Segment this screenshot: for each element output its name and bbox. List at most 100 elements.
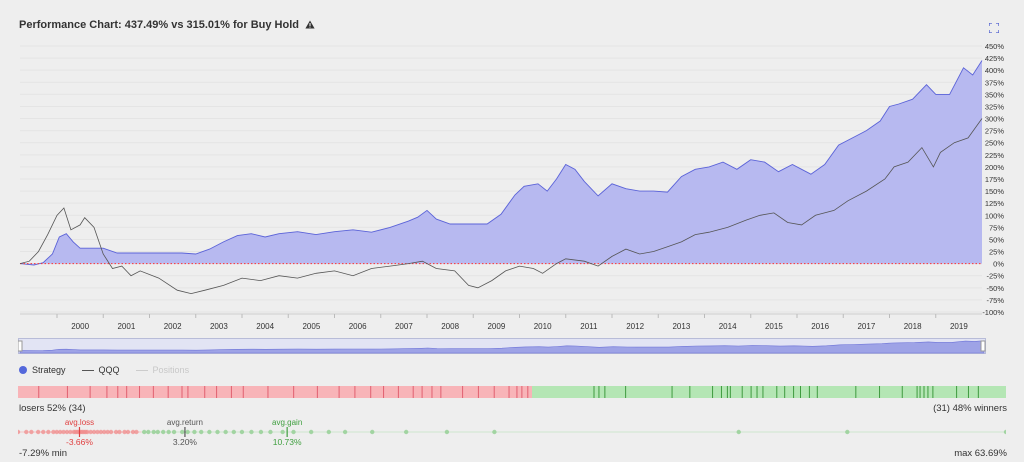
avg-loss-label: avg.loss — [65, 418, 94, 427]
range-navigator[interactable] — [18, 338, 986, 358]
loss-return-dot — [51, 429, 56, 435]
loss-return-dot — [125, 429, 131, 435]
x-tick-label: 2006 — [349, 322, 367, 331]
min-return-label: -7.29% min — [19, 448, 68, 459]
return-distribution: avg.loss -3.66% avg.return 3.20% avg.gain 10.… — [18, 418, 1006, 447]
loss-return-dot — [105, 429, 110, 435]
x-tick-label: 2001 — [117, 322, 135, 331]
gain-return-dot — [180, 429, 185, 435]
x-tick-label: 2010 — [534, 322, 552, 331]
winners-summary: (31) 48% winners — [933, 403, 1007, 414]
y-tick-label: 350% — [985, 90, 1005, 99]
x-tick-label: 2000 — [71, 322, 89, 331]
gain-return-dot — [161, 429, 166, 435]
chart-title-text: Performance Chart: 437.49% vs 315.01% fo… — [19, 19, 300, 31]
x-tick-label: 2002 — [164, 322, 182, 331]
gain-return-dot — [326, 429, 332, 435]
loss-return-dot — [68, 429, 73, 435]
x-tick-label: 2012 — [626, 322, 644, 331]
chart-title: Performance Chart: 437.49% vs 315.01% fo… — [19, 19, 315, 31]
losers-segment — [18, 386, 532, 398]
gain-return-dot — [166, 429, 171, 435]
gain-return-dot — [736, 429, 741, 435]
gain-return-dot — [845, 429, 850, 435]
filled-circle-icon — [19, 366, 27, 374]
expand-icon[interactable] — [989, 23, 999, 33]
y-tick-label: -75% — [986, 296, 1004, 305]
x-tick-label: 2011 — [580, 322, 598, 331]
line-icon — [135, 369, 148, 371]
loss-return-dot — [18, 429, 21, 435]
y-tick-label: 25% — [989, 248, 1004, 257]
y-tick-label: 200% — [985, 163, 1005, 172]
y-tick-label: 450% — [985, 42, 1005, 51]
loss-return-dot — [35, 429, 41, 435]
avg-gain-label: avg.gain — [272, 418, 302, 427]
strategy-area — [20, 60, 982, 266]
gain-return-dot — [249, 429, 254, 435]
performance-chart[interactable]: 450% 425% 400% 375% 350% 325% 300% 275% 250% 225%… — [0, 36, 1024, 338]
gain-return-dot — [280, 429, 285, 435]
legend-item-strategy[interactable]: Strategy — [19, 365, 66, 375]
gain-return-dot — [342, 429, 348, 435]
y-tick-label: -50% — [986, 284, 1004, 293]
navigator-handle-right — [980, 340, 986, 352]
gain-return-dot — [444, 429, 450, 435]
x-tick-label: 2004 — [256, 322, 274, 331]
y-tick-label: 0% — [993, 260, 1004, 269]
y-tick-label: 75% — [989, 223, 1004, 232]
legend-label-qqq: QQQ — [98, 365, 120, 375]
gain-return-dot — [151, 429, 156, 435]
loss-return-dot — [108, 429, 114, 435]
loss-return-dot — [54, 429, 59, 435]
loss-return-dot — [88, 429, 93, 435]
legend-item-positions[interactable]: Positions — [135, 365, 190, 375]
y-tick-label: 300% — [985, 115, 1005, 124]
gain-return-dot — [403, 429, 409, 435]
y-tick-label: 225% — [985, 151, 1005, 160]
gain-return-dot — [239, 429, 245, 435]
legend: Strategy QQQ Positions — [19, 365, 189, 375]
loss-return-dot — [122, 429, 127, 435]
x-tick-label: 2005 — [302, 322, 320, 331]
x-tick-label: 2014 — [719, 322, 737, 331]
loss-return-dot — [64, 429, 70, 435]
loss-return-dot — [98, 429, 104, 435]
strategy-line — [19, 60, 983, 266]
gain-return-dot — [215, 429, 220, 435]
loss-return-dot — [95, 429, 100, 435]
y-tick-label: -25% — [986, 272, 1004, 281]
loss-return-dot — [29, 429, 34, 435]
loss-return-dot — [24, 429, 29, 435]
x-tick-label: 2015 — [765, 322, 783, 331]
legend-label-positions: Positions — [152, 365, 190, 375]
gain-return-dot — [185, 429, 190, 435]
y-tick-label: 125% — [985, 199, 1005, 208]
x-tick-label: 2003 — [210, 322, 228, 331]
loss-return-dot — [85, 429, 90, 435]
avg-gain-value: 10.73% — [273, 437, 302, 447]
y-tick-label: 50% — [989, 235, 1004, 244]
navigator-handle-left — [18, 340, 23, 352]
y-tick-label: 100% — [985, 211, 1005, 220]
gain-return-dot — [142, 429, 147, 435]
avg-return-label: avg.return — [167, 418, 203, 427]
gain-return-dot — [268, 429, 273, 435]
y-tick-label: 150% — [985, 187, 1005, 196]
y-tick-label: 375% — [985, 78, 1005, 87]
y-tick-label: 325% — [985, 102, 1005, 111]
gain-return-dot — [291, 429, 296, 435]
max-return-label: max 63.69% — [954, 448, 1007, 459]
x-tick-label: 2017 — [857, 322, 875, 331]
navigator-area — [19, 340, 985, 354]
gain-return-dot — [308, 429, 314, 435]
line-icon — [81, 369, 94, 371]
loss-return-dot — [134, 429, 139, 435]
x-tick-label: 2009 — [487, 322, 505, 331]
trade-outcome-bar — [18, 386, 1006, 398]
legend-item-qqq[interactable]: QQQ — [81, 365, 120, 375]
qqq-line — [19, 118, 983, 295]
x-tick-label: 2019 — [950, 322, 968, 331]
gain-return-dot — [492, 429, 497, 435]
warning-triangle-icon — [305, 20, 315, 29]
